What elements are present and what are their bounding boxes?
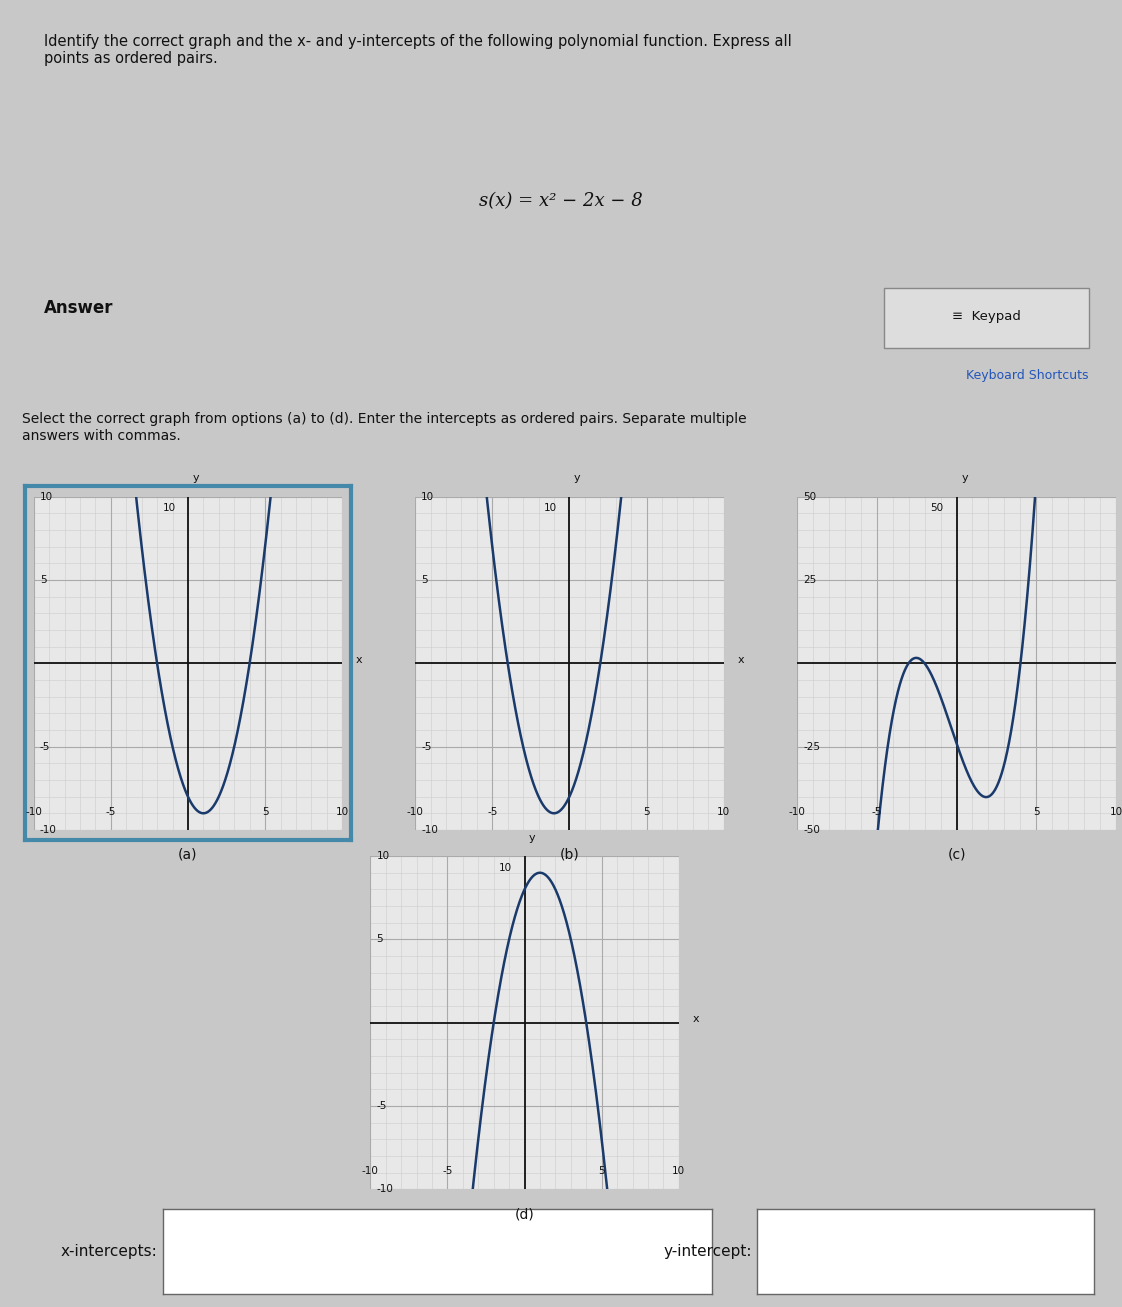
Text: Identify the correct graph and the x- and y-intercepts of the following polynomi: Identify the correct graph and the x- an… [44,34,792,67]
Text: (b): (b) [560,848,579,861]
Text: -5: -5 [376,1100,387,1111]
Text: y: y [962,473,968,484]
Text: Answer: Answer [44,299,113,318]
Text: -5: -5 [39,741,50,752]
Text: -5: -5 [422,741,432,752]
Text: 10: 10 [422,491,434,502]
Text: 5: 5 [1033,806,1040,817]
Text: Keyboard Shortcuts: Keyboard Shortcuts [966,369,1088,382]
Text: 10: 10 [717,806,730,817]
Text: -5: -5 [487,806,497,817]
Text: 50: 50 [930,503,944,514]
Text: ≡  Keypad: ≡ Keypad [953,310,1021,323]
Text: (d): (d) [515,1208,534,1221]
Text: s(x) = x² − 2x − 8: s(x) = x² − 2x − 8 [479,192,643,210]
Text: 10: 10 [1110,806,1122,817]
Text: y: y [193,473,200,484]
Text: 5: 5 [376,935,383,945]
Text: y: y [574,473,581,484]
Text: 10: 10 [672,1166,686,1176]
Text: -5: -5 [872,806,882,817]
Text: (c): (c) [947,848,966,861]
Text: 25: 25 [803,575,817,586]
Text: -50: -50 [803,825,820,835]
Text: -25: -25 [803,741,820,752]
Text: -5: -5 [442,1166,452,1176]
Text: x: x [692,1014,699,1025]
Text: 50: 50 [803,491,816,502]
Text: -10: -10 [406,806,424,817]
Text: 10: 10 [376,851,389,861]
Text: -10: -10 [422,825,439,835]
Text: 10: 10 [163,503,175,514]
Text: 5: 5 [39,575,46,586]
Text: -10: -10 [39,825,57,835]
Text: x: x [356,655,362,665]
FancyBboxPatch shape [884,288,1088,349]
Text: -10: -10 [361,1166,379,1176]
Text: -5: -5 [105,806,116,817]
Text: Select the correct graph from options (a) to (d). Enter the intercepts as ordere: Select the correct graph from options (a… [22,413,747,443]
Text: y: y [530,833,536,843]
Text: 10: 10 [544,503,558,514]
Text: 10: 10 [499,863,512,873]
Text: -10: -10 [788,806,806,817]
Text: 5: 5 [643,806,650,817]
Text: x: x [737,655,744,665]
Text: y-intercept:: y-intercept: [663,1244,752,1259]
Text: -10: -10 [25,806,43,817]
Text: 10: 10 [39,491,53,502]
Text: 5: 5 [422,575,427,586]
Text: x-intercepts:: x-intercepts: [61,1244,157,1259]
Text: (a): (a) [178,848,197,861]
Text: 10: 10 [335,806,349,817]
Text: -10: -10 [376,1184,394,1195]
Text: 5: 5 [598,1166,605,1176]
Text: 5: 5 [261,806,268,817]
